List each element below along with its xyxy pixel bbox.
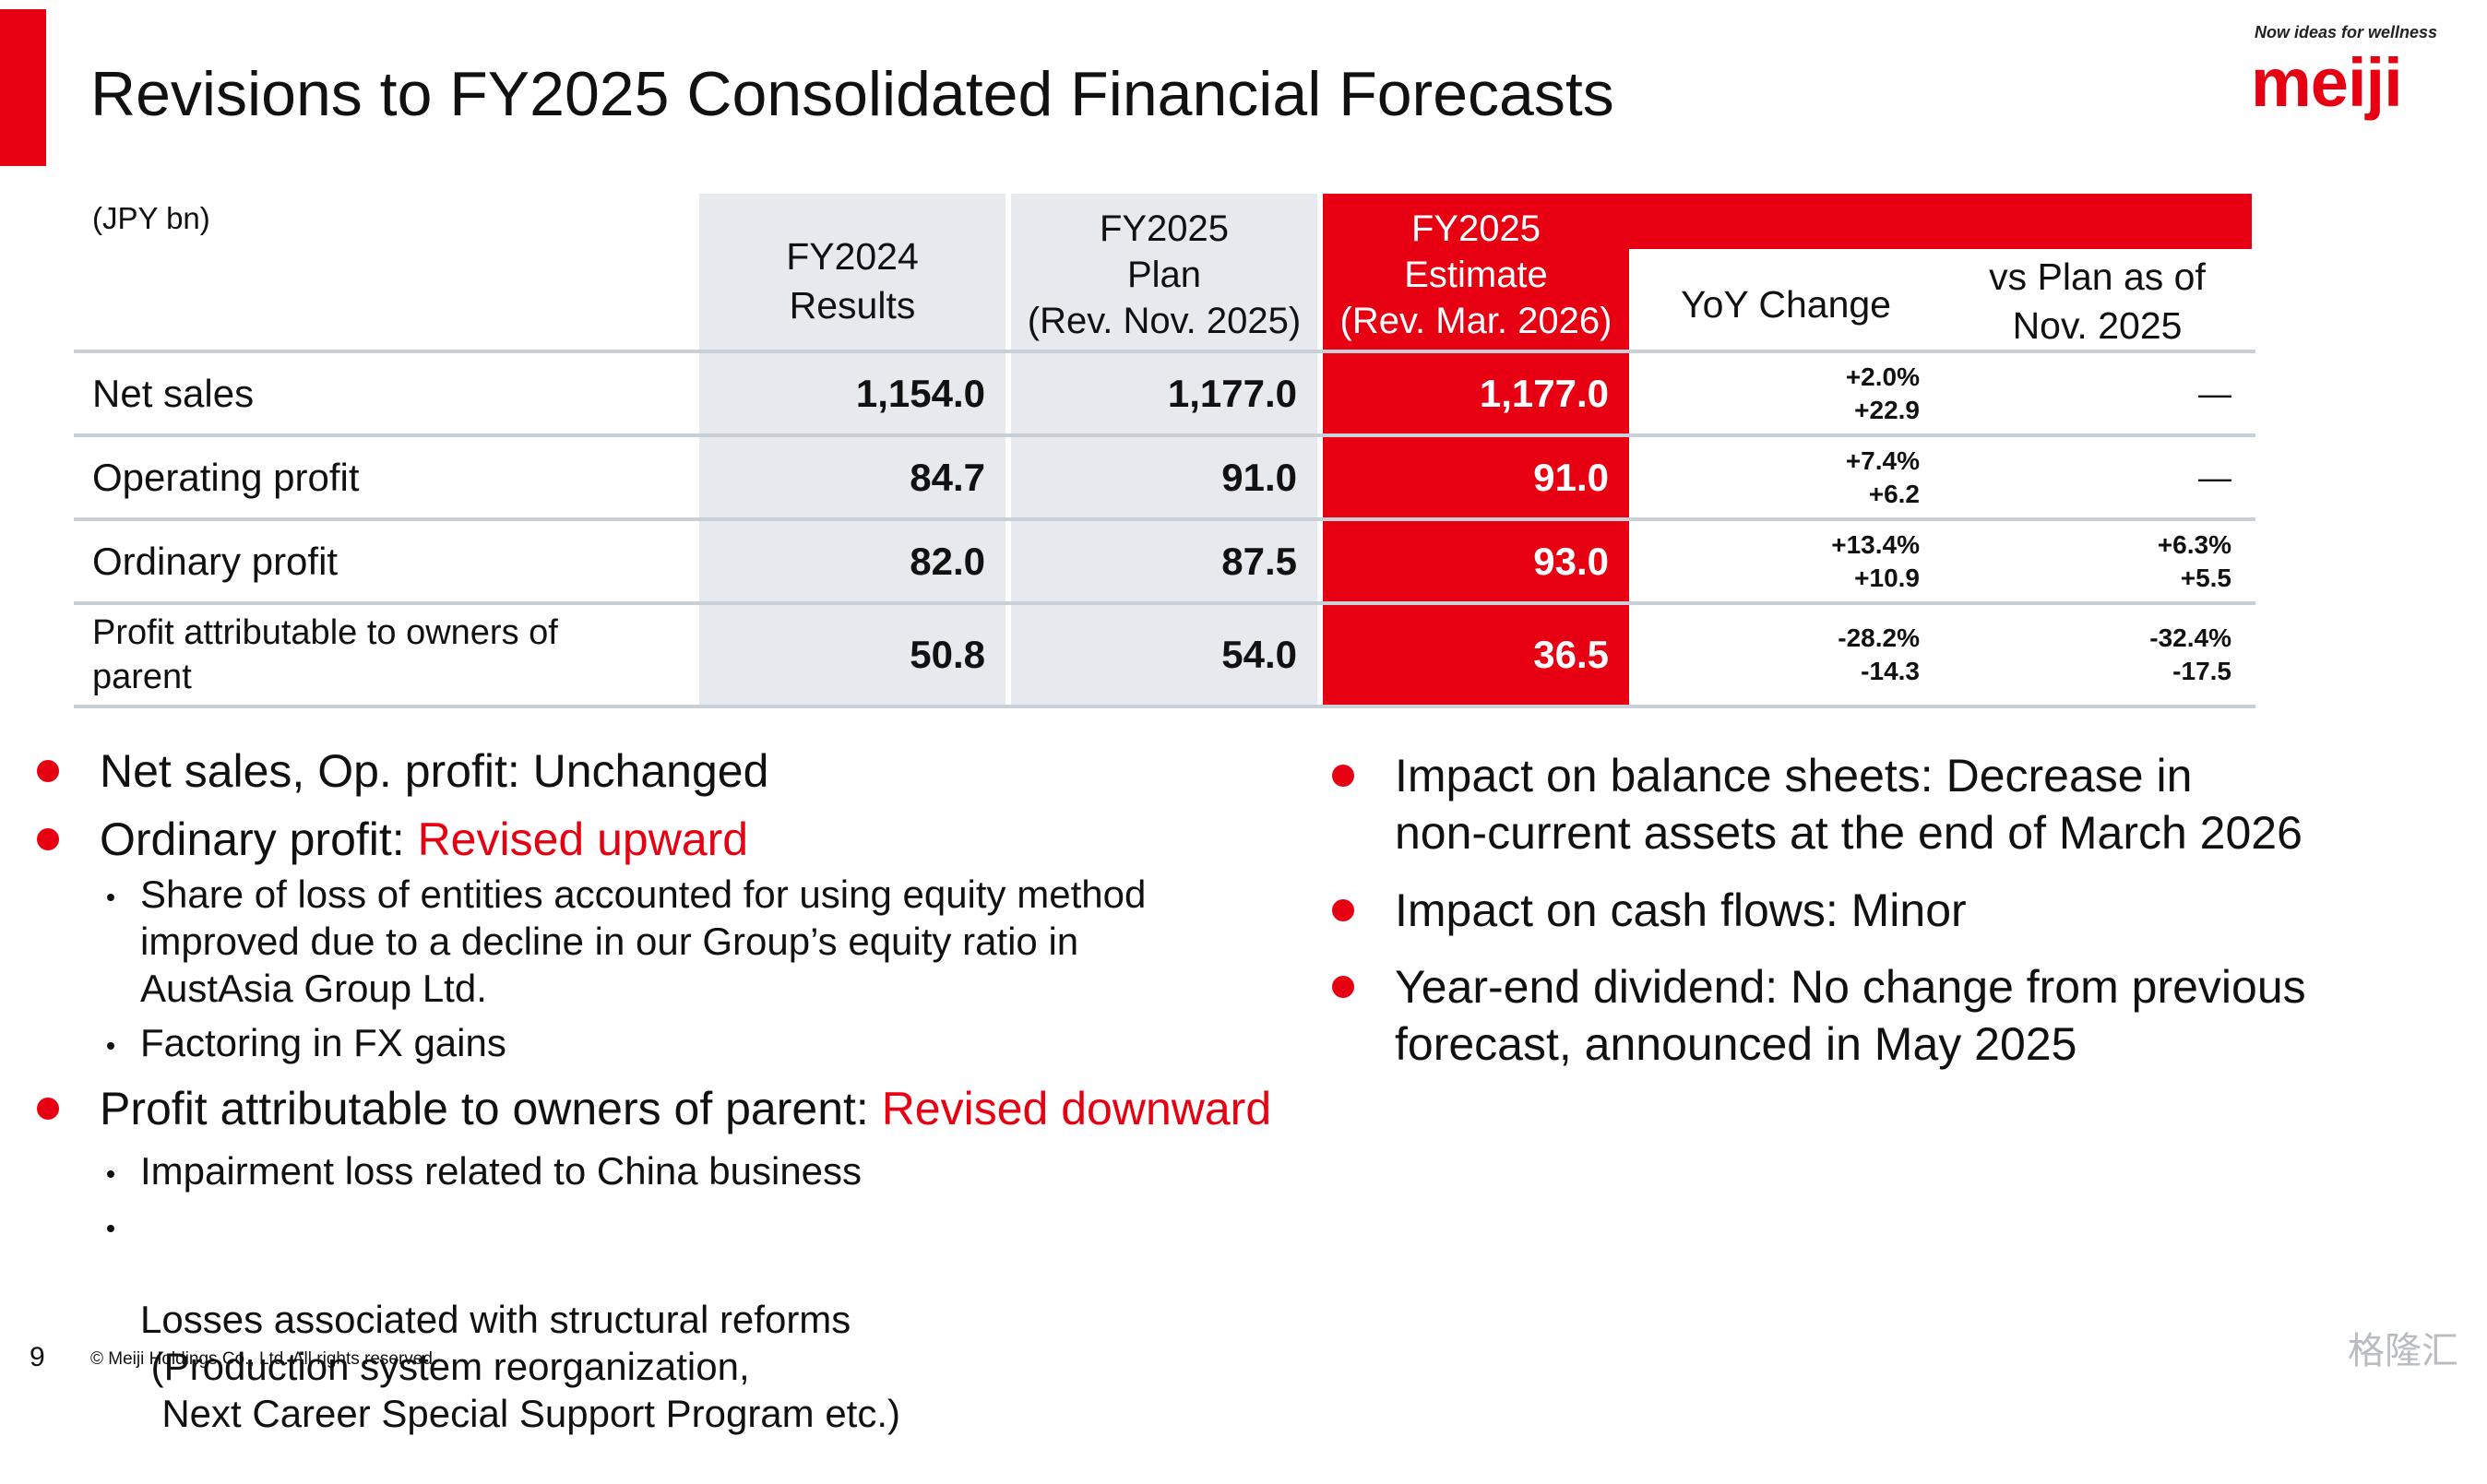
cell-plan: 87.5 [1221, 539, 1297, 583]
bullet-net-sales-op-profit: Net sales, Op. profit: Unchanged [100, 745, 769, 797]
sub-bullet-impairment: Impairment loss related to China busines… [140, 1149, 863, 1193]
cell-estimate: 93.0 [1533, 539, 1609, 583]
page-title: Revisions to FY2025 Consolidated Financi… [90, 59, 1614, 129]
copyright: © Meiji Holdings Co., Ltd. All rights re… [90, 1349, 438, 1369]
unit-label: (JPY bn) [92, 201, 210, 235]
title-accent-bar [0, 9, 46, 166]
brand-tagline: Now ideas for wellness [2255, 23, 2438, 42]
sub-bullet-dot [107, 1042, 114, 1050]
bullet-dot [37, 760, 59, 782]
page-number: 9 [30, 1342, 45, 1372]
header-fy2025-plan: FY2025 Plan (Rev. Nov. 2025) [1027, 208, 1302, 341]
watermark: 格隆汇 [2348, 1331, 2458, 1371]
cell-vs-plan: — [2198, 457, 2231, 496]
table-rule [74, 433, 2255, 437]
revised-downward-text: Revised downward [881, 1083, 1272, 1134]
bullet-dot [1332, 765, 1354, 787]
fy2024-column-bg [699, 194, 1006, 708]
table-rule [74, 517, 2255, 521]
bullet-balance-sheets: Impact on balance sheets: Decrease in non… [1395, 750, 2303, 859]
header-vs-plan: vs Plan as of Nov. 2025 [1989, 255, 2206, 347]
cell-vs-plan: — [2198, 374, 2231, 412]
cell-fy2024: 50.8 [910, 633, 985, 676]
sub-bullet-equity-method: Share of loss of entities accounted for … [140, 873, 1147, 1010]
cell-yoy-change: -28.2% -14.3 [1838, 623, 1920, 685]
table-rule [74, 350, 2255, 353]
table-rule [74, 705, 2255, 708]
meiji-logo: meiji [2251, 44, 2403, 121]
cell-plan: 91.0 [1221, 455, 1297, 499]
bullet-dot [37, 1098, 59, 1120]
bullet-dividend: Year-end dividend: No change from previo… [1395, 961, 2306, 1070]
sub-bullet-fx-gains: Factoring in FX gains [140, 1021, 506, 1064]
cell-estimate: 91.0 [1533, 455, 1609, 499]
header-fy2025-estimate: FY2025 Estimate (Rev. Mar. 2026) [1339, 208, 1612, 341]
cell-vs-plan: -32.4% -17.5 [2149, 623, 2231, 685]
cell-plan: 54.0 [1221, 633, 1297, 676]
cell-yoy-change: +2.0% +22.9 [1845, 362, 1920, 424]
row-label-operating-profit: Operating profit [92, 455, 360, 499]
cell-fy2024: 84.7 [910, 455, 985, 499]
bullet-ordinary-profit: Ordinary profit: Revised upward [100, 813, 749, 865]
row-label-ordinary-profit: Ordinary profit [92, 539, 339, 583]
sub-bullet-dot [107, 1170, 114, 1178]
cell-fy2024: 1,154.0 [855, 371, 985, 415]
change-header-band [1629, 194, 2252, 249]
fy2025-plan-column-bg [1011, 194, 1317, 708]
sub-bullet-dot [107, 894, 114, 901]
cell-fy2024: 82.0 [910, 539, 985, 583]
bullet-dot [1332, 976, 1354, 998]
cell-plan: 1,177.0 [1167, 371, 1297, 415]
sub-bullet-dot [107, 1225, 114, 1232]
cell-yoy-change: +13.4% +10.9 [1831, 529, 1920, 592]
cell-vs-plan: +6.3% +5.5 [2157, 529, 2231, 592]
bullet-dot [1332, 899, 1354, 921]
bullet-cash-flows: Impact on cash flows: Minor [1395, 884, 1967, 936]
header-fy2024: FY2024 Results [786, 235, 919, 326]
cell-estimate: 36.5 [1533, 633, 1609, 676]
sub-bullet-structural-reforms: Losses associated with structural reform… [140, 1298, 901, 1435]
row-label-profit-attributable: Profit attributable to owners of parent [92, 613, 558, 696]
cell-estimate: 1,177.0 [1479, 371, 1609, 415]
bullet-dot [37, 828, 59, 850]
fy2025-estimate-column-bg [1323, 194, 1629, 708]
row-label-net-sales: Net sales [92, 371, 255, 415]
table-rule [74, 601, 2255, 605]
bullet-profit-attributable: Profit attributable to owners of parent:… [100, 1083, 1272, 1134]
cell-yoy-change: +7.4% +6.2 [1845, 445, 1920, 508]
header-yoy-change: YoY Change [1680, 282, 1891, 326]
revised-upward-text: Revised upward [417, 813, 749, 865]
